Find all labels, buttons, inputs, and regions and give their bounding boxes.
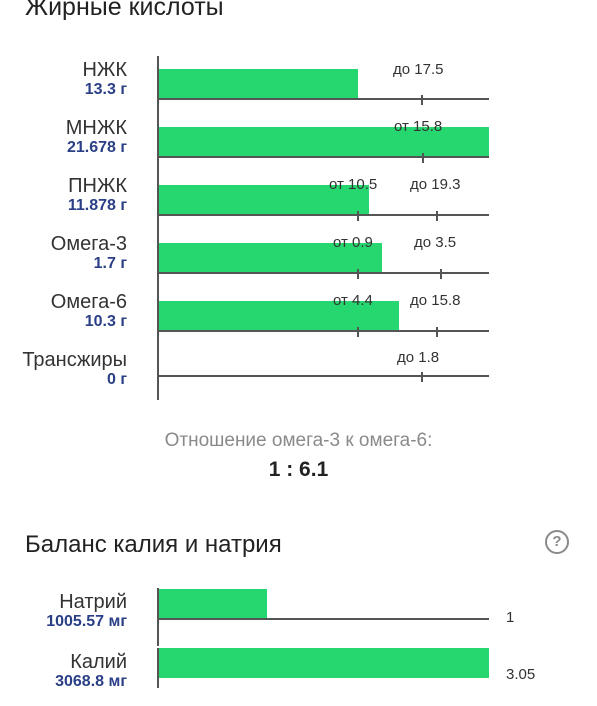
- max-label: до 3.5: [414, 234, 457, 251]
- help-icon[interactable]: ?: [545, 530, 569, 554]
- potassium-ratio-value: 3.05: [506, 666, 536, 683]
- potassium-sodium-title: Баланс калия и натрия: [25, 531, 282, 558]
- axis-line: [157, 648, 159, 688]
- max-label: до 15.8: [410, 292, 461, 309]
- max-tick: [421, 372, 423, 382]
- row-name: Натрий: [59, 591, 127, 613]
- sodium-ratio-value: 1: [506, 609, 515, 626]
- min-tick: [357, 269, 359, 279]
- baseline: [157, 272, 489, 274]
- fatty-acids-title: Жирные кислоты: [25, 0, 224, 21]
- row-name: Омега-3: [50, 233, 127, 255]
- axis-line: [157, 172, 159, 230]
- baseline: [157, 330, 489, 332]
- fatty-acid-row-pnzhk: ПНЖК 11.878 г от 10.5 до 19.3: [0, 172, 597, 230]
- row-name: Калий: [70, 651, 127, 673]
- max-label: до 19.3: [410, 176, 461, 193]
- axis-line: [157, 56, 159, 114]
- row-amount: 1.7 г: [93, 255, 127, 272]
- row-name: Трансжиры: [22, 349, 127, 371]
- row-amount: 13.3 г: [84, 81, 127, 98]
- row-label: Омега-6 10.3 г: [51, 291, 127, 331]
- max-tick: [436, 327, 438, 337]
- min-tick: [357, 327, 359, 337]
- row-label: Калий 3068.8 мг: [55, 651, 127, 691]
- axis-line: [157, 588, 159, 646]
- max-label: до 1.8: [397, 349, 440, 366]
- sodium-row: Натрий 1005.57 мг 1: [0, 588, 597, 646]
- row-name: НЖК: [82, 59, 127, 81]
- row-name: ПНЖК: [68, 175, 127, 197]
- value-bar: [159, 127, 489, 157]
- max-tick: [421, 95, 423, 105]
- row-label: Натрий 1005.57 мг: [46, 591, 127, 631]
- value-bar: [159, 243, 382, 273]
- min-label: от 0.9: [333, 234, 373, 251]
- value-bar: [159, 301, 399, 331]
- baseline: [157, 618, 489, 620]
- fatty-acid-row-nzhk: НЖК 13.3 г до 17.5: [0, 56, 597, 114]
- axis-line: [157, 346, 159, 400]
- row-label: ПНЖК 11.878 г: [68, 175, 127, 215]
- min-label: от 4.4: [333, 292, 373, 309]
- axis-line: [157, 114, 159, 172]
- value-bar: [159, 648, 489, 678]
- baseline: [157, 156, 489, 158]
- row-amount: 3068.8 мг: [55, 673, 127, 690]
- axis-line: [157, 230, 159, 288]
- value-bar: [159, 185, 369, 215]
- omega-ratio-value: 1 : 6.1: [268, 458, 329, 481]
- row-name: Омега-6: [50, 291, 127, 313]
- fatty-acid-row-trans: Трансжиры 0 г до 1.8: [0, 346, 597, 404]
- row-label: Омега-3 1.7 г: [51, 233, 127, 273]
- row-amount: 10.3 г: [84, 313, 127, 330]
- axis-line: [157, 288, 159, 346]
- omega-ratio-label: Отношение омега-3 к омега-6:: [164, 430, 433, 451]
- value-bar: [159, 589, 267, 619]
- fatty-acid-row-omega3: Омега-3 1.7 г от 0.9 до 3.5: [0, 230, 597, 288]
- baseline: [157, 214, 489, 216]
- row-label: НЖК 13.3 г: [82, 59, 127, 99]
- min-tick: [357, 211, 359, 221]
- row-amount: 1005.57 мг: [46, 613, 127, 630]
- max-tick: [436, 211, 438, 221]
- fatty-acid-row-mnzhk: МНЖК 21.678 г от 15.8: [0, 114, 597, 172]
- row-amount: 11.878 г: [67, 197, 127, 214]
- row-name: МНЖК: [65, 117, 127, 139]
- row-label: Трансжиры 0 г: [22, 349, 127, 389]
- value-bar: [159, 69, 358, 99]
- row-amount: 0 г: [106, 371, 127, 388]
- baseline: [157, 375, 489, 377]
- row-label: МНЖК 21.678 г: [66, 117, 127, 157]
- min-label: от 15.8: [394, 118, 443, 135]
- max-tick: [440, 269, 442, 279]
- min-label: от 10.5: [329, 176, 378, 193]
- min-tick: [422, 153, 424, 163]
- fatty-acid-row-omega6: Омега-6 10.3 г от 4.4 до 15.8: [0, 288, 597, 346]
- baseline: [157, 98, 489, 100]
- potassium-row: Калий 3068.8 мг 3.05: [0, 648, 597, 706]
- row-amount: 21.678 г: [66, 139, 127, 156]
- max-label: до 17.5: [393, 61, 444, 78]
